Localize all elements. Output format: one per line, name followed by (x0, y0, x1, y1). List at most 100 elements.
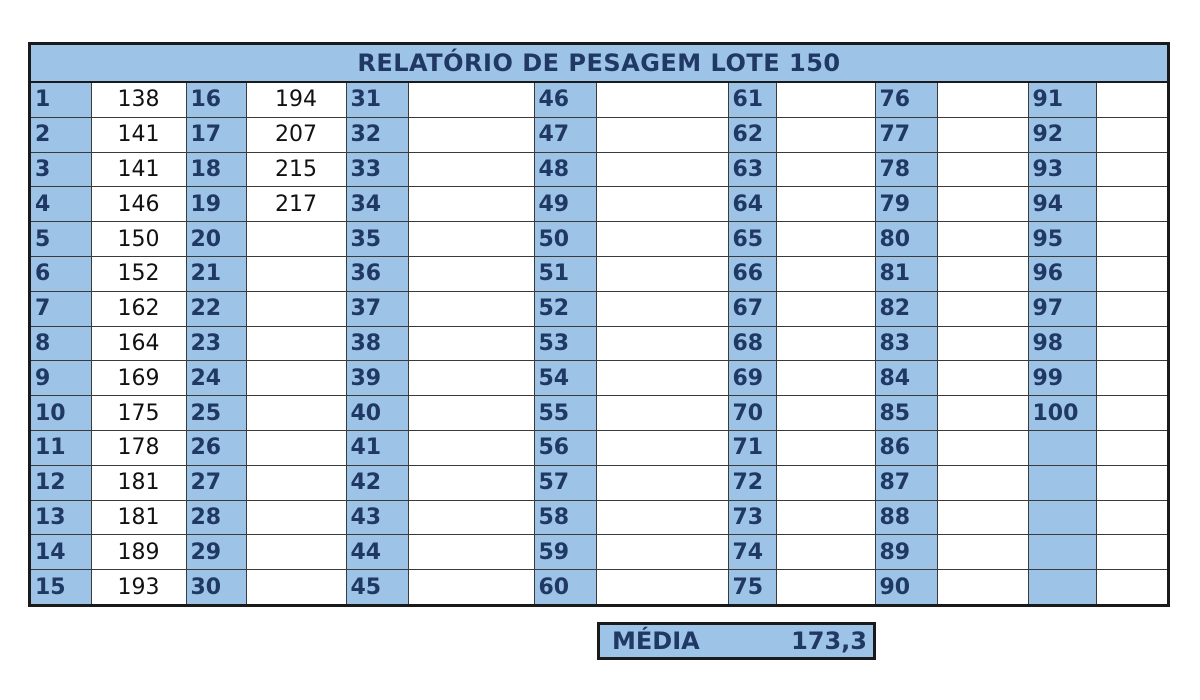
weight-cell[interactable] (596, 430, 729, 466)
weight-cell[interactable] (776, 221, 876, 257)
weight-cell[interactable] (937, 500, 1029, 536)
weight-cell[interactable]: 152 (91, 256, 187, 292)
weight-cell[interactable]: 138 (91, 83, 187, 118)
weight-cell[interactable] (408, 569, 535, 604)
weight-cell[interactable]: 189 (91, 534, 187, 571)
weight-cell[interactable] (776, 395, 876, 431)
weight-cell[interactable] (776, 500, 876, 536)
weight-cell[interactable] (937, 256, 1029, 292)
weight-cell[interactable] (1096, 256, 1167, 292)
weight-cell[interactable] (1096, 152, 1167, 188)
weight-cell[interactable] (937, 152, 1029, 188)
weight-cell[interactable]: 215 (246, 152, 347, 188)
weight-cell[interactable] (246, 291, 347, 327)
weight-cell[interactable] (408, 465, 535, 501)
weight-cell[interactable] (776, 326, 876, 362)
weight-cell[interactable] (246, 360, 347, 397)
weight-cell[interactable]: 194 (246, 83, 347, 118)
weight-cell[interactable] (596, 500, 729, 536)
weight-cell[interactable] (1096, 326, 1167, 362)
weight-cell[interactable]: 181 (91, 500, 187, 536)
weight-cell[interactable] (596, 256, 729, 292)
weight-cell[interactable] (1096, 395, 1167, 431)
weight-cell[interactable] (408, 152, 535, 188)
weight-cell[interactable]: 217 (246, 186, 347, 223)
weight-cell[interactable] (776, 291, 876, 327)
weight-cell[interactable]: 141 (91, 152, 187, 188)
weight-cell[interactable] (776, 534, 876, 571)
weight-cell[interactable] (776, 186, 876, 223)
weight-cell[interactable] (408, 221, 535, 257)
weight-cell[interactable] (937, 326, 1029, 362)
weight-cell[interactable]: 178 (91, 430, 187, 466)
weight-cell[interactable] (937, 534, 1029, 571)
weight-cell[interactable] (937, 83, 1029, 118)
weight-cell[interactable] (596, 360, 729, 397)
weight-cell[interactable] (937, 186, 1029, 223)
weight-cell[interactable] (596, 395, 729, 431)
weight-cell[interactable] (596, 465, 729, 501)
weight-cell[interactable] (246, 569, 347, 604)
weight-cell[interactable] (408, 430, 535, 466)
weight-cell[interactable] (776, 465, 876, 501)
weight-cell[interactable] (1096, 221, 1167, 257)
weight-cell[interactable] (596, 221, 729, 257)
weight-cell[interactable] (937, 117, 1029, 153)
weight-cell[interactable] (937, 221, 1029, 257)
weight-cell[interactable]: 207 (246, 117, 347, 153)
weight-cell[interactable]: 164 (91, 326, 187, 362)
weight-cell[interactable] (937, 430, 1029, 466)
weight-cell[interactable] (1096, 291, 1167, 327)
weight-cell[interactable] (246, 395, 347, 431)
weight-cell[interactable]: 175 (91, 395, 187, 431)
weight-cell[interactable] (1096, 83, 1167, 118)
weight-cell[interactable] (937, 360, 1029, 397)
weight-cell[interactable]: 150 (91, 221, 187, 257)
weight-cell[interactable] (408, 360, 535, 397)
weight-cell[interactable] (408, 291, 535, 327)
weight-cell[interactable]: 141 (91, 117, 187, 153)
weight-cell[interactable] (937, 291, 1029, 327)
weight-cell[interactable] (246, 500, 347, 536)
weight-cell[interactable] (776, 430, 876, 466)
weight-cell[interactable] (776, 152, 876, 188)
weight-cell[interactable] (937, 465, 1029, 501)
weight-cell[interactable] (596, 83, 729, 118)
weight-cell[interactable] (408, 534, 535, 571)
weight-cell[interactable] (246, 430, 347, 466)
weight-cell[interactable] (596, 186, 729, 223)
weight-cell[interactable] (408, 500, 535, 536)
weight-cell[interactable] (776, 256, 876, 292)
weight-cell[interactable]: 181 (91, 465, 187, 501)
weight-cell[interactable] (596, 534, 729, 571)
weight-cell[interactable] (776, 360, 876, 397)
weight-cell[interactable] (776, 117, 876, 153)
weight-cell[interactable] (1096, 186, 1167, 223)
weight-cell[interactable] (1096, 360, 1167, 397)
weight-cell[interactable] (246, 221, 347, 257)
weight-cell[interactable] (246, 465, 347, 501)
weight-cell[interactable] (937, 569, 1029, 604)
weight-cell[interactable] (408, 395, 535, 431)
weight-cell[interactable] (408, 326, 535, 362)
weight-cell[interactable] (776, 569, 876, 604)
weight-cell[interactable] (596, 326, 729, 362)
weight-cell[interactable] (596, 291, 729, 327)
weight-cell[interactable] (246, 534, 347, 571)
weight-cell[interactable] (776, 83, 876, 118)
weight-cell[interactable] (408, 83, 535, 118)
weight-cell[interactable]: 193 (91, 569, 187, 604)
weight-cell[interactable]: 169 (91, 360, 187, 397)
weight-cell[interactable] (246, 326, 347, 362)
weight-cell[interactable] (408, 117, 535, 153)
weight-cell[interactable] (596, 152, 729, 188)
weight-cell[interactable] (596, 569, 729, 604)
weight-cell[interactable] (408, 186, 535, 223)
weight-cell[interactable] (937, 395, 1029, 431)
weight-cell[interactable] (1096, 117, 1167, 153)
weight-cell[interactable] (408, 256, 535, 292)
weight-cell[interactable]: 146 (91, 186, 187, 223)
weight-cell[interactable] (596, 117, 729, 153)
weight-cell[interactable]: 162 (91, 291, 187, 327)
weight-cell[interactable] (246, 256, 347, 292)
